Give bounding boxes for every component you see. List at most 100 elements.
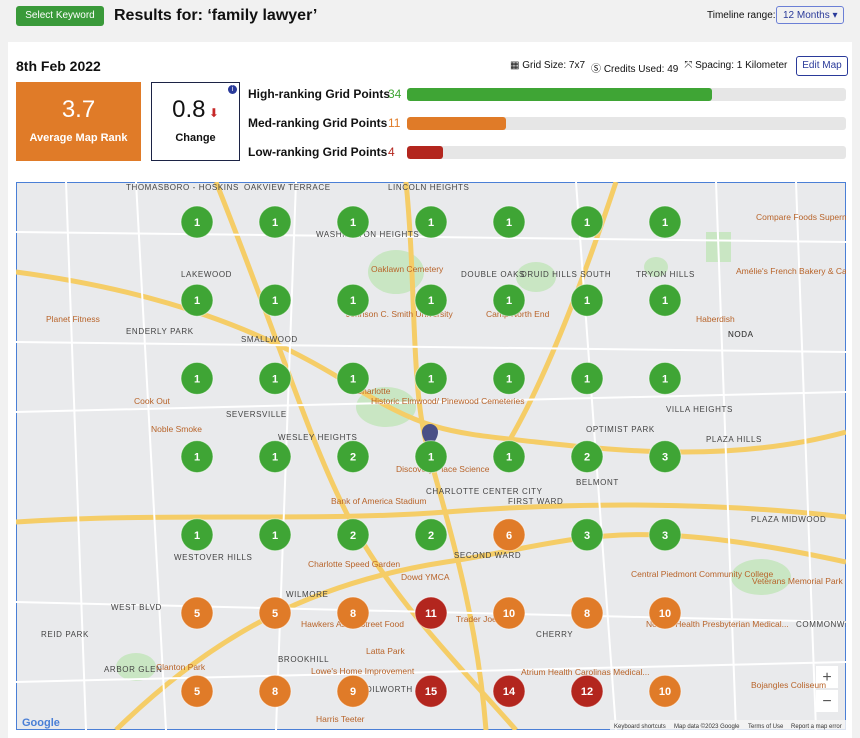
map-label: OAKVIEW TERRACE <box>244 183 331 192</box>
change-row: 0.8 ⬇ <box>172 96 219 123</box>
bar-label: High-ranking Grid Points <box>248 87 391 101</box>
grid-point <box>180 283 214 317</box>
map-label: PLAZA HILLS <box>706 435 762 444</box>
grid-point <box>180 361 214 395</box>
grid-point <box>570 361 604 395</box>
report-date: 8th Feb 2022 <box>16 58 101 74</box>
grid-point <box>492 283 526 317</box>
keyboard-shortcuts[interactable]: Keyboard shortcuts <box>614 724 666 730</box>
grid-point-rank: 2 <box>350 452 356 464</box>
grid-point-rank: 5 <box>194 686 200 698</box>
map: + − Google Keyboard shortcuts Map data ©… <box>16 182 846 730</box>
grid-point <box>336 440 370 474</box>
map-label: CHERRY <box>536 630 573 639</box>
info-icon[interactable]: i <box>228 85 237 94</box>
grid-point <box>258 518 292 552</box>
map-label: SECOND WARD <box>454 551 521 560</box>
grid-point <box>336 205 370 239</box>
grid-size-text: Grid Size: 7x7 <box>522 60 586 71</box>
bar-label: Low-ranking Grid Points <box>248 145 388 159</box>
grid-point-rank: 8 <box>584 608 590 620</box>
grid-point-rank: 1 <box>428 295 434 307</box>
grid-point <box>336 596 370 630</box>
map-label: THOMASBORO - HOSKINS <box>126 183 239 192</box>
grid-point <box>492 674 526 708</box>
spacing-text: Spacing: 1 Kilometer <box>695 60 788 71</box>
map-label: LAKEWOOD <box>181 270 232 279</box>
map-label: Amélie's French Bakery & Café <box>736 266 846 276</box>
map-label: Compare Foods Supermarket <box>756 212 846 222</box>
map-label: ARBOR GLEN <box>104 665 162 674</box>
grid-point <box>492 205 526 239</box>
map-label: DRUID HILLS SOUTH <box>521 270 611 279</box>
select-keyword-button[interactable]: Select Keyword <box>16 6 104 26</box>
map-label: Oaklawn Cemetery <box>371 264 444 274</box>
grid-point-rank: 1 <box>506 452 512 464</box>
grid-point-rank: 1 <box>194 452 200 464</box>
report-error[interactable]: Report a map error <box>791 724 842 730</box>
grid-size: ▦ Grid Size: 7x7 <box>510 60 586 71</box>
grid-point-rank: 1 <box>662 217 668 229</box>
map-label: Historic Elmwood/ Pinewood Cemeteries <box>371 396 525 406</box>
grid-point <box>570 283 604 317</box>
grid-point-rank: 1 <box>272 217 278 229</box>
map-label: Central Piedmont Community College <box>631 569 773 579</box>
grid-point-rank: 12 <box>581 686 593 698</box>
grid-point-rank: 1 <box>194 295 200 307</box>
edit-map-button[interactable]: Edit Map <box>796 56 848 76</box>
grid-point-rank: 1 <box>350 217 356 229</box>
grid-point <box>492 361 526 395</box>
grid-point-rank: 1 <box>428 217 434 229</box>
map-label: SEVERSVILLE <box>226 410 287 419</box>
grid-point <box>648 440 682 474</box>
map-label: WEST BLVD <box>111 603 162 612</box>
grid-point <box>258 361 292 395</box>
grid-point-rank: 1 <box>584 295 590 307</box>
grid-point <box>180 674 214 708</box>
grid-point-rank: 1 <box>272 530 278 542</box>
grid-point-rank: 1 <box>194 217 200 229</box>
timeline-dropdown[interactable]: 12 Months ▾ <box>776 6 844 24</box>
grid-point <box>414 283 448 317</box>
grid-point-rank: 11 <box>425 608 437 620</box>
bar-count: 11 <box>388 116 401 130</box>
map-label: TRYON HILLS <box>636 270 695 279</box>
map-label: WESLEY HEIGHTS <box>278 433 357 442</box>
bar-track <box>407 117 846 130</box>
map-label: Noble Smoke <box>151 424 202 434</box>
map-label: Haberdish <box>696 314 735 324</box>
map-label: WASHINGTON HEIGHTS <box>316 230 419 239</box>
terms[interactable]: Terms of Use <box>748 724 784 730</box>
grid-point-rank: 1 <box>350 295 356 307</box>
bar-fill <box>407 117 506 130</box>
map-data: Map data ©2023 Google <box>674 723 740 730</box>
average-rank-box: 3.7 Average Map Rank <box>16 82 141 161</box>
bar-count: 4 <box>388 145 395 159</box>
map-label: REID PARK <box>41 630 89 639</box>
map-label: BELMONT <box>576 478 619 487</box>
report-meta: ▦ Grid Size: 7x7 Ⓢ Credits Used: 49 ⤧ Sp… <box>510 60 787 75</box>
average-rank-value: 3.7 <box>61 96 96 123</box>
zoom-out-button[interactable] <box>816 690 838 712</box>
bar-label: Med-ranking Grid Points <box>248 116 388 130</box>
grid-point <box>336 283 370 317</box>
change-label: Change <box>175 132 216 144</box>
grid-point-rank: 6 <box>506 530 512 542</box>
average-rank-label: Average Map Rank <box>29 132 128 144</box>
grid-point-rank: 1 <box>662 373 668 385</box>
grid-point-rank: 1 <box>428 373 434 385</box>
grid-point-rank: 15 <box>425 686 437 698</box>
map-label: Charlotte <box>356 386 391 396</box>
grid-point <box>414 596 448 630</box>
map-label: Discovery Place Science <box>396 464 490 474</box>
spacing: ⤧ Spacing: 1 Kilometer <box>684 60 788 71</box>
zoom-in-button[interactable] <box>816 666 838 688</box>
grid-point-rank: 5 <box>194 608 200 620</box>
grid-point <box>648 674 682 708</box>
grid-point-rank: 3 <box>662 452 668 464</box>
map-label: NODA <box>728 330 754 339</box>
grid-point-rank: 1 <box>272 295 278 307</box>
button-text: Select Keyword <box>25 10 95 21</box>
map-label: WESTOVER HILLS <box>174 553 253 562</box>
grid-point <box>570 518 604 552</box>
